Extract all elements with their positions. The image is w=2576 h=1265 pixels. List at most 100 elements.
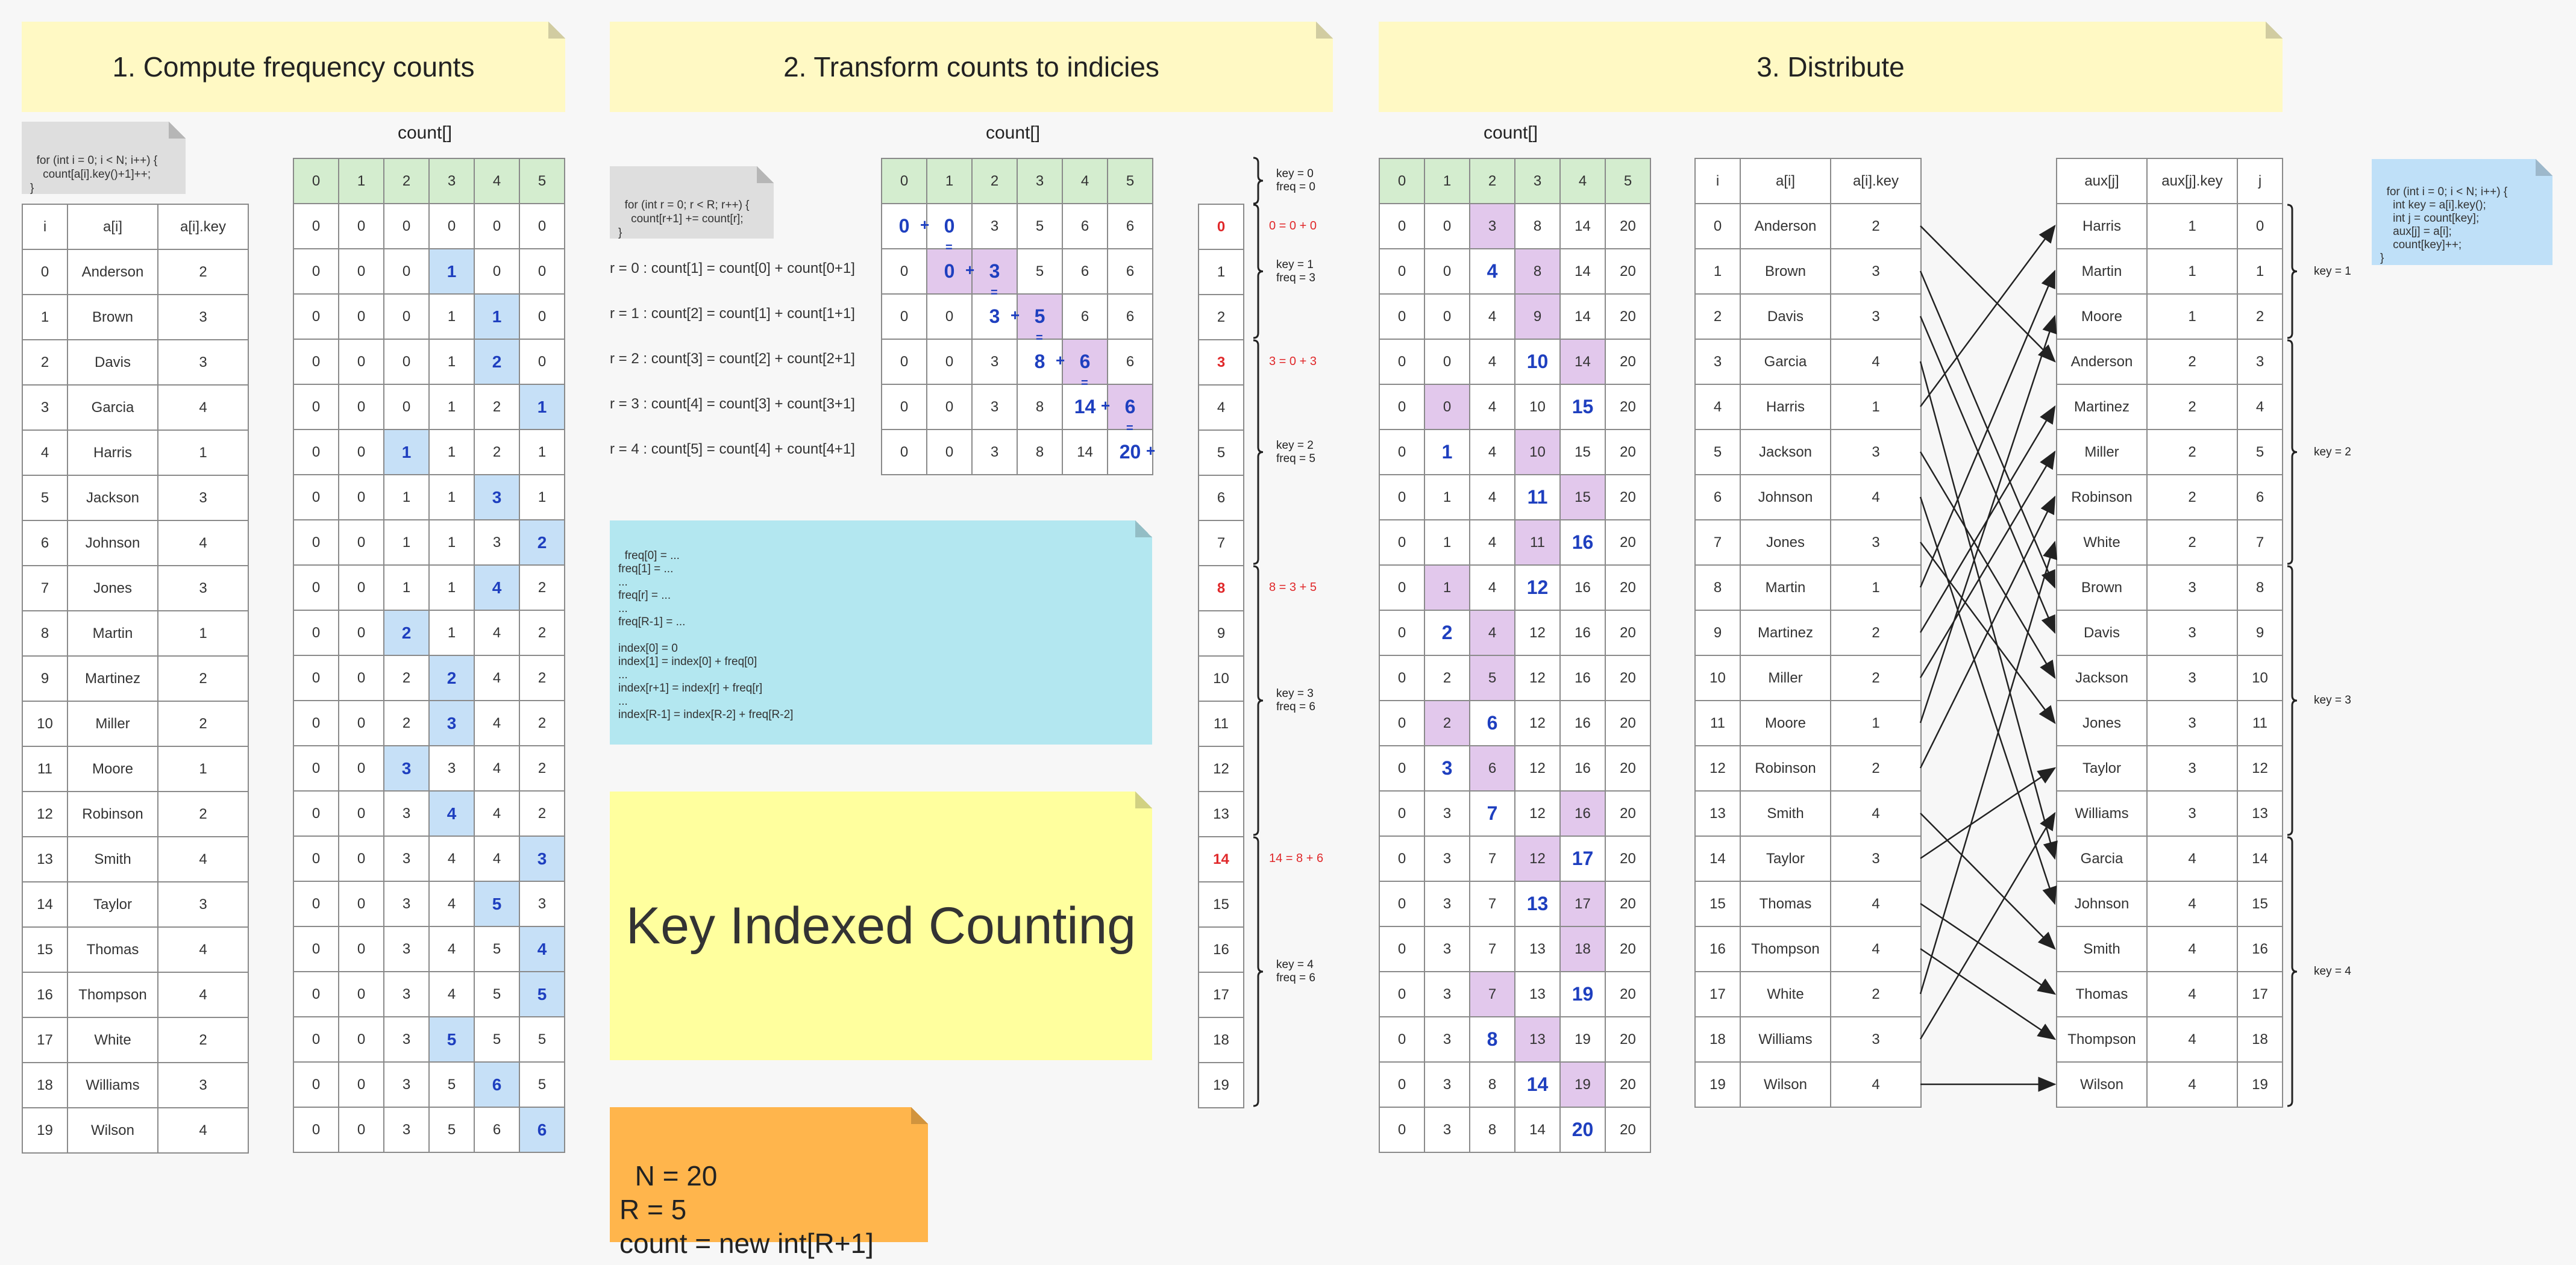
distribute-arrow [1919,495,2056,769]
table-cell: 0 [1379,248,1425,295]
table-cell: 0 [1379,790,1425,837]
table-row: 0 3 7 12 17 20 [1379,836,1651,882]
table-cell: 4 [157,520,249,566]
table-row: 0 0 4 10 15 20 [1379,384,1651,430]
table-cell: 4 [474,790,520,837]
table-cell: 7 [22,565,68,611]
table-row: 8 [1198,565,1244,611]
table-row: 0 3 7 13 17 20 [1379,881,1651,927]
table-cell: 2 [1830,203,1922,249]
table-cell: 2 [1830,655,1922,701]
table-cell: 20 [1605,881,1651,927]
table-cell: 18 [2237,1016,2283,1063]
table-cell: Taylor [1740,836,1831,882]
table-cell: 3 [22,384,68,431]
table-cell: Anderson [2056,339,2148,385]
table-cell: 7 [1469,836,1515,882]
count-label-2: count[] [986,123,1041,143]
table-cell: 11 [1514,519,1561,566]
table-cell: 4 [157,926,249,973]
table-row: Robinson 2 6 [2056,474,2283,520]
index-note: 14 = 8 + 6 [1269,852,1324,865]
table-cell: 5 [1017,248,1063,295]
table-row: Wilson 4 19 [2056,1061,2283,1108]
table-cell: 0 [1379,474,1425,520]
table-cell: 20 [1605,926,1651,972]
distribute-arrow [1919,224,2056,407]
table-cell: 4 [1830,790,1922,837]
table-cell: Thompson [2056,1016,2148,1063]
table-cell: 2 [474,429,520,475]
table-row: 2 [1198,294,1244,340]
table-cell: 3 [1424,971,1470,1017]
table-cell: 4 [474,655,520,701]
table-cell: 3 [383,971,430,1017]
table-cell: 4 [2237,384,2283,430]
table-row: Miller 2 5 [2056,429,2283,475]
table-cell: 5 [1017,293,1063,340]
table-cell: 0 [293,700,339,746]
table-cell: 3 [383,926,430,972]
table-cell: 8 [1514,203,1561,249]
table-cell: 2 [1830,745,1922,792]
table-cell: 1 [2146,293,2238,340]
table-cell: 20 [1605,1016,1651,1063]
table-cell: 9 [1694,610,1741,656]
table-cell: a[i] [1740,158,1831,204]
distribute-arrow [1920,767,2057,860]
table-cell: 19 [1198,1062,1244,1108]
table-cell: 3 [971,429,1018,475]
table-cell: 0 [293,203,339,249]
table-cell: 15 [1559,429,1606,475]
table-row: 0 1 4 11 16 20 [1379,519,1651,566]
table-cell: 3 [157,475,249,521]
group-label: key = 1 freq = 3 [1276,258,1315,284]
table-cell: 4 [474,836,520,882]
table-cell: Martin [2056,248,2148,295]
table-row: 0 3 8 13 19 20 [1379,1016,1651,1063]
table-cell: 0 [881,339,927,385]
table-cell: 3 [157,1062,249,1108]
section-header-3: 3. Distribute [1379,22,2283,112]
table-cell: 0 [519,203,565,249]
distribute-arrow [1919,450,2056,678]
table-cell: 5 [1198,429,1244,476]
table-cell: Thompson [1740,926,1831,972]
key-brace [2287,565,2298,836]
table-cell: 16 [1559,610,1606,656]
diagram-title: Key Indexed Counting [625,896,1136,955]
table-cell: 3 [1830,519,1922,566]
table-cell: Thomas [2056,971,2148,1017]
table-cell: Davis [67,339,158,386]
section-title-3: 3. Distribute [1757,51,1905,83]
count-table-distribute: 0 1 2 3 4 5 0 0 3 8 14 20 0 0 4 8 14 20 0 0 4 9 14 20 0 0 4 10 14 20 0… [1379,158,1651,1153]
table-cell: 4 [1830,1061,1922,1108]
table-cell: 0 [1379,700,1425,746]
table-cell: 20 [1605,1107,1651,1153]
table-cell: 4 [2146,926,2238,972]
table-cell: 20 [1605,248,1651,295]
table-cell: 17 [22,1017,68,1063]
table-row: 5 Jackson 3 [1694,429,1922,475]
table-cell: Brown [1740,248,1831,295]
group-brace [1253,565,1264,836]
table-cell: 2 [519,610,565,656]
table-cell: 20 [1605,745,1651,792]
table-cell: 20 [1605,519,1651,566]
plus-sign: + [920,216,930,234]
table-cell: 6 [474,1107,520,1153]
table-cell: 4 [22,429,68,476]
table-cell: 14 [1694,836,1741,882]
title-note: Key Indexed Counting [610,792,1152,1060]
distribute-arrow [1920,902,2057,995]
table-cell: Smith [1740,790,1831,837]
table-cell: 7 [1469,926,1515,972]
table-cell: 10 [1514,384,1561,430]
